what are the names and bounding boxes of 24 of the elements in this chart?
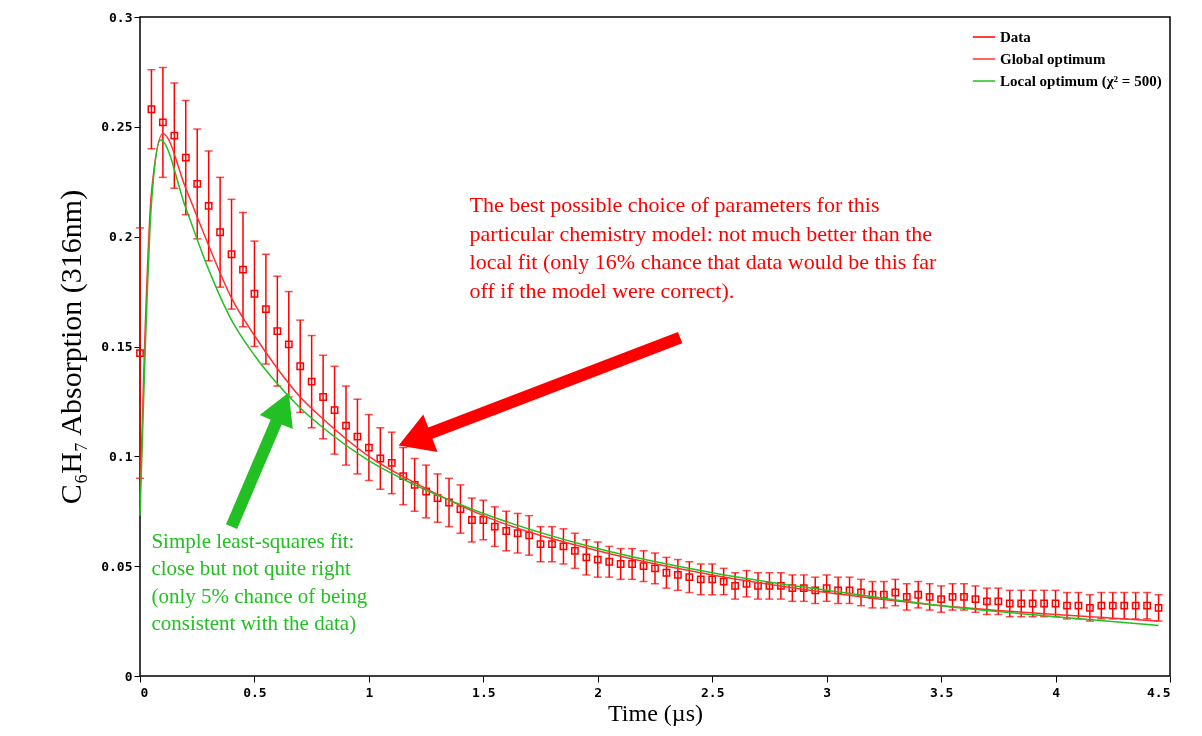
x-tick-label: 4.5 [1147, 684, 1171, 700]
y-tick-label: 0.1 [109, 448, 133, 464]
annotation: Simple least-squares fit: close but not quite right (only 5% chance of being consistent with the data) [151, 529, 368, 635]
x-tick-label: 1.5 [472, 684, 496, 700]
x-axis-title: Time (µs) [608, 699, 703, 726]
x-tick-label: 3 [823, 684, 832, 700]
y-axis-title: C₆H₇ Absorption (316nm) [54, 189, 89, 505]
y-tick-label: 0.2 [109, 229, 133, 245]
legend-label: Global optimum [1000, 51, 1106, 67]
y-tick-label: 0.25 [101, 119, 133, 135]
x-tick-label: 0.5 [243, 684, 267, 700]
y-tick-label: 0.05 [101, 558, 133, 574]
x-tick-label: 2.5 [700, 684, 725, 700]
legend-label: Local optimum (χ² = 500) [1000, 73, 1162, 90]
y-tick-label: 0 [124, 668, 133, 684]
y-tick-label: 0.3 [109, 9, 133, 25]
x-tick-label: 2 [594, 684, 603, 700]
x-tick-label: 1 [365, 684, 374, 700]
annotation: The best possible choice of parameters for this particular chemistry model: not much better than the local fit (only 16% chance that data would be this far off if the model were correct). [469, 191, 937, 303]
x-tick-label: 0 [140, 684, 149, 700]
x-tick-label: 4 [1052, 684, 1061, 700]
y-tick-label: 0.15 [101, 339, 133, 354]
x-tick-label: 3.5 [929, 684, 954, 700]
legend-label: Data [1000, 29, 1032, 45]
